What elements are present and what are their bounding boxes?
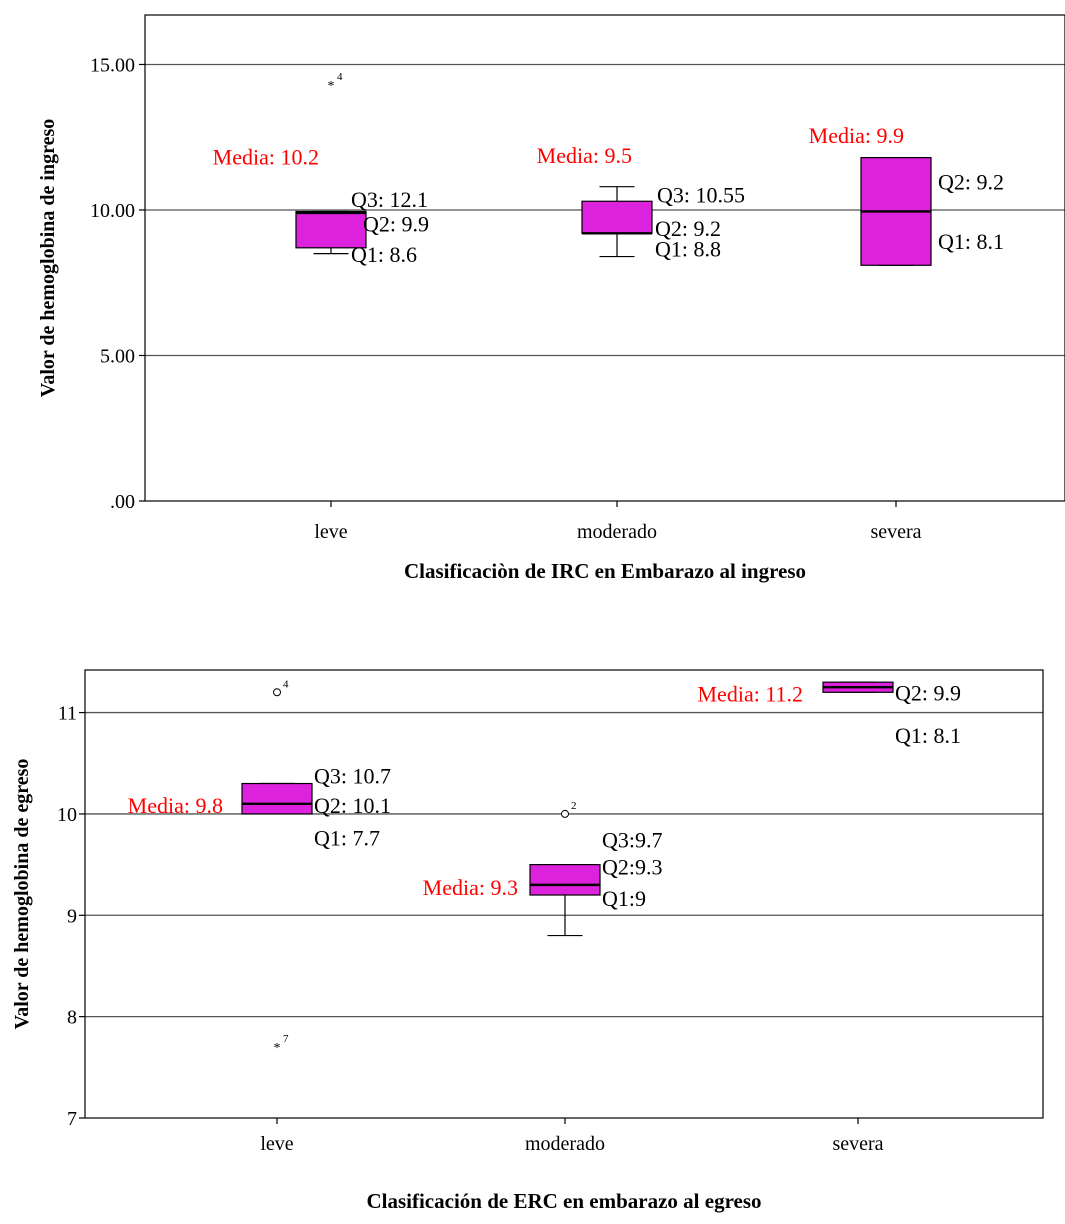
media-annotation: Media: 9.8 (128, 793, 223, 818)
box-leve: *4 (295, 71, 367, 255)
box-severa (822, 681, 894, 693)
box-leve: 4 *7 (241, 678, 313, 1056)
media-annotation: Media: 9.9 (809, 123, 904, 148)
quartile-annotation: Q2: 9.2 (655, 216, 721, 241)
quartile-annotation: Q3: 12.1 (351, 187, 428, 212)
outlier-circle (273, 688, 281, 697)
y-axis-label: Valor de hemoglobina de egreso (11, 759, 33, 1030)
box-iqr (581, 200, 653, 234)
x-tick-label: leve (260, 1133, 293, 1155)
y-tick-label: 15.00 (90, 54, 135, 76)
quartile-annotation: Q2:9.3 (602, 855, 663, 880)
quartile-annotation: Q3: 10.7 (314, 763, 391, 788)
plot-frame (144, 14, 1065, 502)
box-iqr (529, 864, 601, 896)
plot-frame (84, 669, 1044, 1119)
y-axis-label: Valor de hemoglobina de ingreso (37, 119, 59, 398)
outlier-label: 7 (283, 1033, 289, 1045)
outlier-star: * (274, 1041, 281, 1056)
quartile-annotation: Q1:9 (602, 886, 646, 911)
y-tick-label: .00 (110, 491, 135, 513)
y-axis-ticks: 7 8 9 10 11 (57, 703, 85, 1130)
outlier-label: 2 (571, 800, 577, 812)
y-axis-ticks: .00 5.00 10.00 15.00 (90, 54, 145, 513)
quartile-annotation: Q1: 7.7 (314, 825, 380, 850)
boxplot-series: *4 (295, 71, 932, 266)
y-tick-label: 10.00 (90, 200, 135, 222)
quartile-annotation: Q3: 10.55 (657, 182, 745, 207)
x-axis-ticks: leve moderado severa (314, 501, 922, 543)
x-axis-label: Clasificaciòn de IRC en Embarazo al ingr… (404, 559, 806, 583)
media-annotation: Media: 11.2 (698, 681, 804, 706)
box-iqr (241, 782, 313, 815)
quartile-annotation: Q1: 8.6 (351, 242, 417, 267)
y-tick-label: 11 (58, 703, 77, 725)
media-annotation: Media: 10.2 (213, 145, 319, 170)
quartile-annotation: Q2: 9.9 (895, 680, 961, 705)
quartile-annotation: Q2: 9.9 (363, 212, 429, 237)
media-annotation: Media: 9.5 (537, 143, 632, 168)
y-tick-label: 9 (67, 905, 77, 927)
boxplot-series: 4 *7 2 (241, 678, 894, 1056)
outlier-star: * (328, 79, 335, 94)
x-tick-label: moderado (525, 1133, 605, 1155)
y-tick-label: 5.00 (100, 345, 135, 367)
quartile-annotation: Q1: 8.1 (895, 723, 961, 748)
quartile-annotation: Q2: 9.2 (938, 169, 1004, 194)
box-iqr (295, 210, 367, 249)
quartile-annotation: Q1: 8.1 (938, 229, 1004, 254)
annotations: Media: 11.2 Q2: 9.9 Q1: 8.1 Q3: 10.7 Media: … (128, 680, 961, 911)
y-tick-label: 7 (67, 1108, 77, 1130)
x-axis-label: Clasificación de ERC en embarazo al egre… (366, 1189, 761, 1213)
box-moderado: 2 (529, 800, 601, 937)
outlier-label: 4 (337, 71, 343, 83)
x-tick-label: severa (870, 521, 921, 543)
media-annotation: Media: 9.3 (423, 875, 518, 900)
annotations: Media: 10.2 Q3: 12.1Q2: 9.9 Q1: 8.6 Media: … (213, 123, 1004, 267)
quartile-annotation: Q1: 8.8 (655, 236, 721, 261)
box-severa (860, 156, 932, 266)
x-tick-label: leve (314, 521, 347, 543)
box-moderado (581, 186, 653, 258)
y-tick-label: 8 (67, 1007, 77, 1029)
quartile-annotation: Q2: 10.1 (314, 793, 391, 818)
x-axis-ticks: leve moderado severa (260, 1118, 884, 1155)
outlier-label: 4 (283, 678, 289, 690)
x-tick-label: severa (832, 1133, 883, 1155)
outlier-circle (561, 809, 569, 818)
quartile-annotation: Q3:9.7 (602, 827, 663, 852)
x-tick-label: moderado (577, 521, 657, 543)
y-tick-label: 10 (57, 804, 77, 826)
